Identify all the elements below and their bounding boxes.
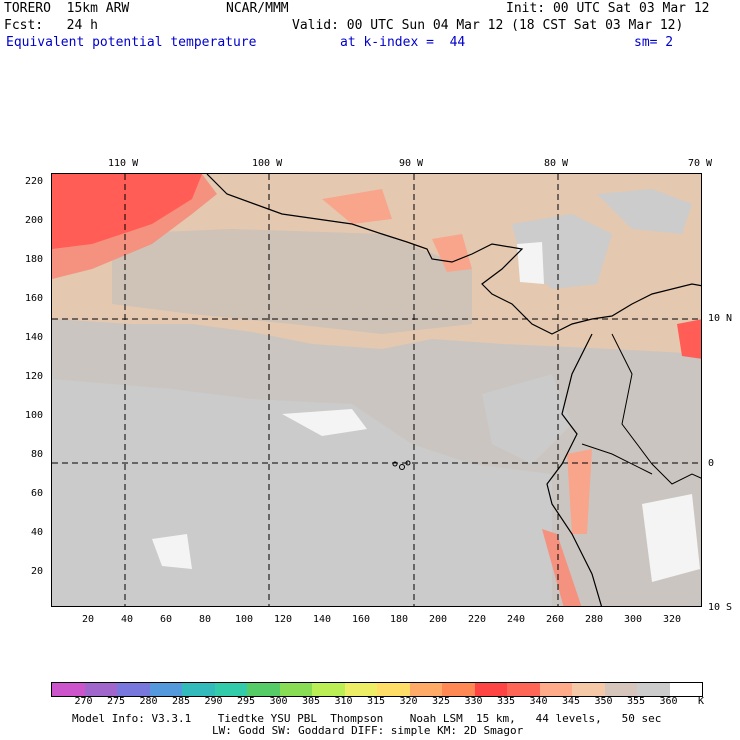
colorbar-label: 340 [529, 696, 548, 707]
lon-label-70w: 70 W [688, 158, 713, 169]
y-tick: 140 [25, 332, 44, 343]
colorbar-label: 280 [139, 696, 158, 707]
x-tick: 100 [235, 614, 254, 625]
x-tick: 300 [624, 614, 643, 625]
x-tick: 220 [468, 614, 487, 625]
colorbar-label: 325 [432, 696, 451, 707]
organization-label: NCAR/MMM [226, 1, 289, 16]
colorbar-swatch [409, 683, 442, 696]
colorbar-label: 300 [269, 696, 288, 707]
colorbar-label: 275 [107, 696, 126, 707]
colorbar-label: 305 [302, 696, 321, 707]
colorbar-label: 355 [627, 696, 646, 707]
x-tick: 120 [274, 614, 293, 625]
colorbar-swatch [279, 683, 312, 696]
x-tick: 180 [390, 614, 409, 625]
colorbar-swatch [377, 683, 410, 696]
valid-time: Valid: 00 UTC Sun 04 Mar 12 (18 CST Sat … [292, 18, 684, 33]
lon-label-100w: 100 W [252, 158, 283, 169]
colorbar-swatch [442, 683, 475, 696]
init-time: Init: 00 UTC Sat 03 Mar 12 [506, 1, 710, 16]
colorbar-swatch [52, 683, 85, 696]
lat-label-10s: 10 S [708, 602, 733, 613]
colorbar-label: 345 [562, 696, 581, 707]
forecast-hour: Fcst: 24 h [4, 18, 98, 33]
lon-label-110w: 110 W [108, 158, 139, 169]
y-tick: 100 [25, 410, 44, 421]
colorbar-label: 335 [497, 696, 516, 707]
colorbar-swatch [669, 683, 702, 696]
x-tick: 80 [199, 614, 212, 625]
x-tick: 200 [429, 614, 448, 625]
colorbar-swatch [344, 683, 377, 696]
lon-label-90w: 90 W [399, 158, 424, 169]
field-name: Equivalent potential temperature [6, 35, 257, 50]
colorbar-label: 270 [74, 696, 93, 707]
colorbar-label: 285 [172, 696, 191, 707]
colorbar-swatch [214, 683, 247, 696]
colorbar-swatch [247, 683, 280, 696]
x-tick: 320 [663, 614, 682, 625]
colorbar-unit: K [698, 696, 705, 707]
lon-label-80w: 80 W [544, 158, 569, 169]
colorbar-label: 295 [237, 696, 256, 707]
y-tick: 60 [31, 488, 44, 499]
smoothing-label: sm= 2 [634, 35, 674, 50]
y-tick: 40 [31, 527, 44, 538]
colorbar-swatch [84, 683, 117, 696]
x-tick: 20 [82, 614, 95, 625]
physics-info: LW: Godd SW: Goddard DIFF: simple KM: 2D… [212, 724, 524, 737]
colorbar-swatch [572, 683, 605, 696]
colorbar-swatch [507, 683, 540, 696]
colorbar [51, 682, 703, 697]
colorbar-label: 290 [204, 696, 223, 707]
colorbar-swatch [474, 683, 507, 696]
colorbar-label: 330 [464, 696, 483, 707]
theta-e-field [52, 174, 701, 606]
y-tick: 180 [25, 254, 44, 265]
colorbar-label: 360 [659, 696, 678, 707]
x-tick: 280 [585, 614, 604, 625]
colorbar-label: 350 [594, 696, 613, 707]
colorbar-swatch [117, 683, 150, 696]
colorbar-swatch [604, 683, 637, 696]
colorbar-label: 310 [334, 696, 353, 707]
colorbar-swatch [312, 683, 345, 696]
x-tick: 60 [160, 614, 173, 625]
model-info: Model Info: V3.3.1 Tiedtke YSU PBL Thomp… [72, 712, 662, 725]
x-tick: 260 [546, 614, 565, 625]
colorbar-swatch [539, 683, 572, 696]
lat-label-0: 0 [708, 458, 715, 469]
map-plot [51, 173, 702, 607]
y-tick: 80 [31, 449, 44, 460]
y-tick: 120 [25, 371, 44, 382]
y-tick: 160 [25, 293, 44, 304]
colorbar-swatch [149, 683, 182, 696]
colorbar-swatch [182, 683, 215, 696]
lat-label-10n: 10 N [708, 313, 733, 324]
y-tick: 200 [25, 215, 44, 226]
y-tick: 220 [25, 176, 44, 187]
model-title: TORERO 15km ARW [4, 1, 130, 16]
x-tick: 140 [313, 614, 332, 625]
y-tick: 20 [31, 566, 44, 577]
x-tick: 240 [507, 614, 526, 625]
x-tick: 40 [121, 614, 134, 625]
colorbar-label: 315 [367, 696, 386, 707]
x-tick: 160 [352, 614, 371, 625]
colorbar-label: 320 [399, 696, 418, 707]
colorbar-swatch [637, 683, 670, 696]
level-label: at k-index = 44 [340, 35, 466, 50]
